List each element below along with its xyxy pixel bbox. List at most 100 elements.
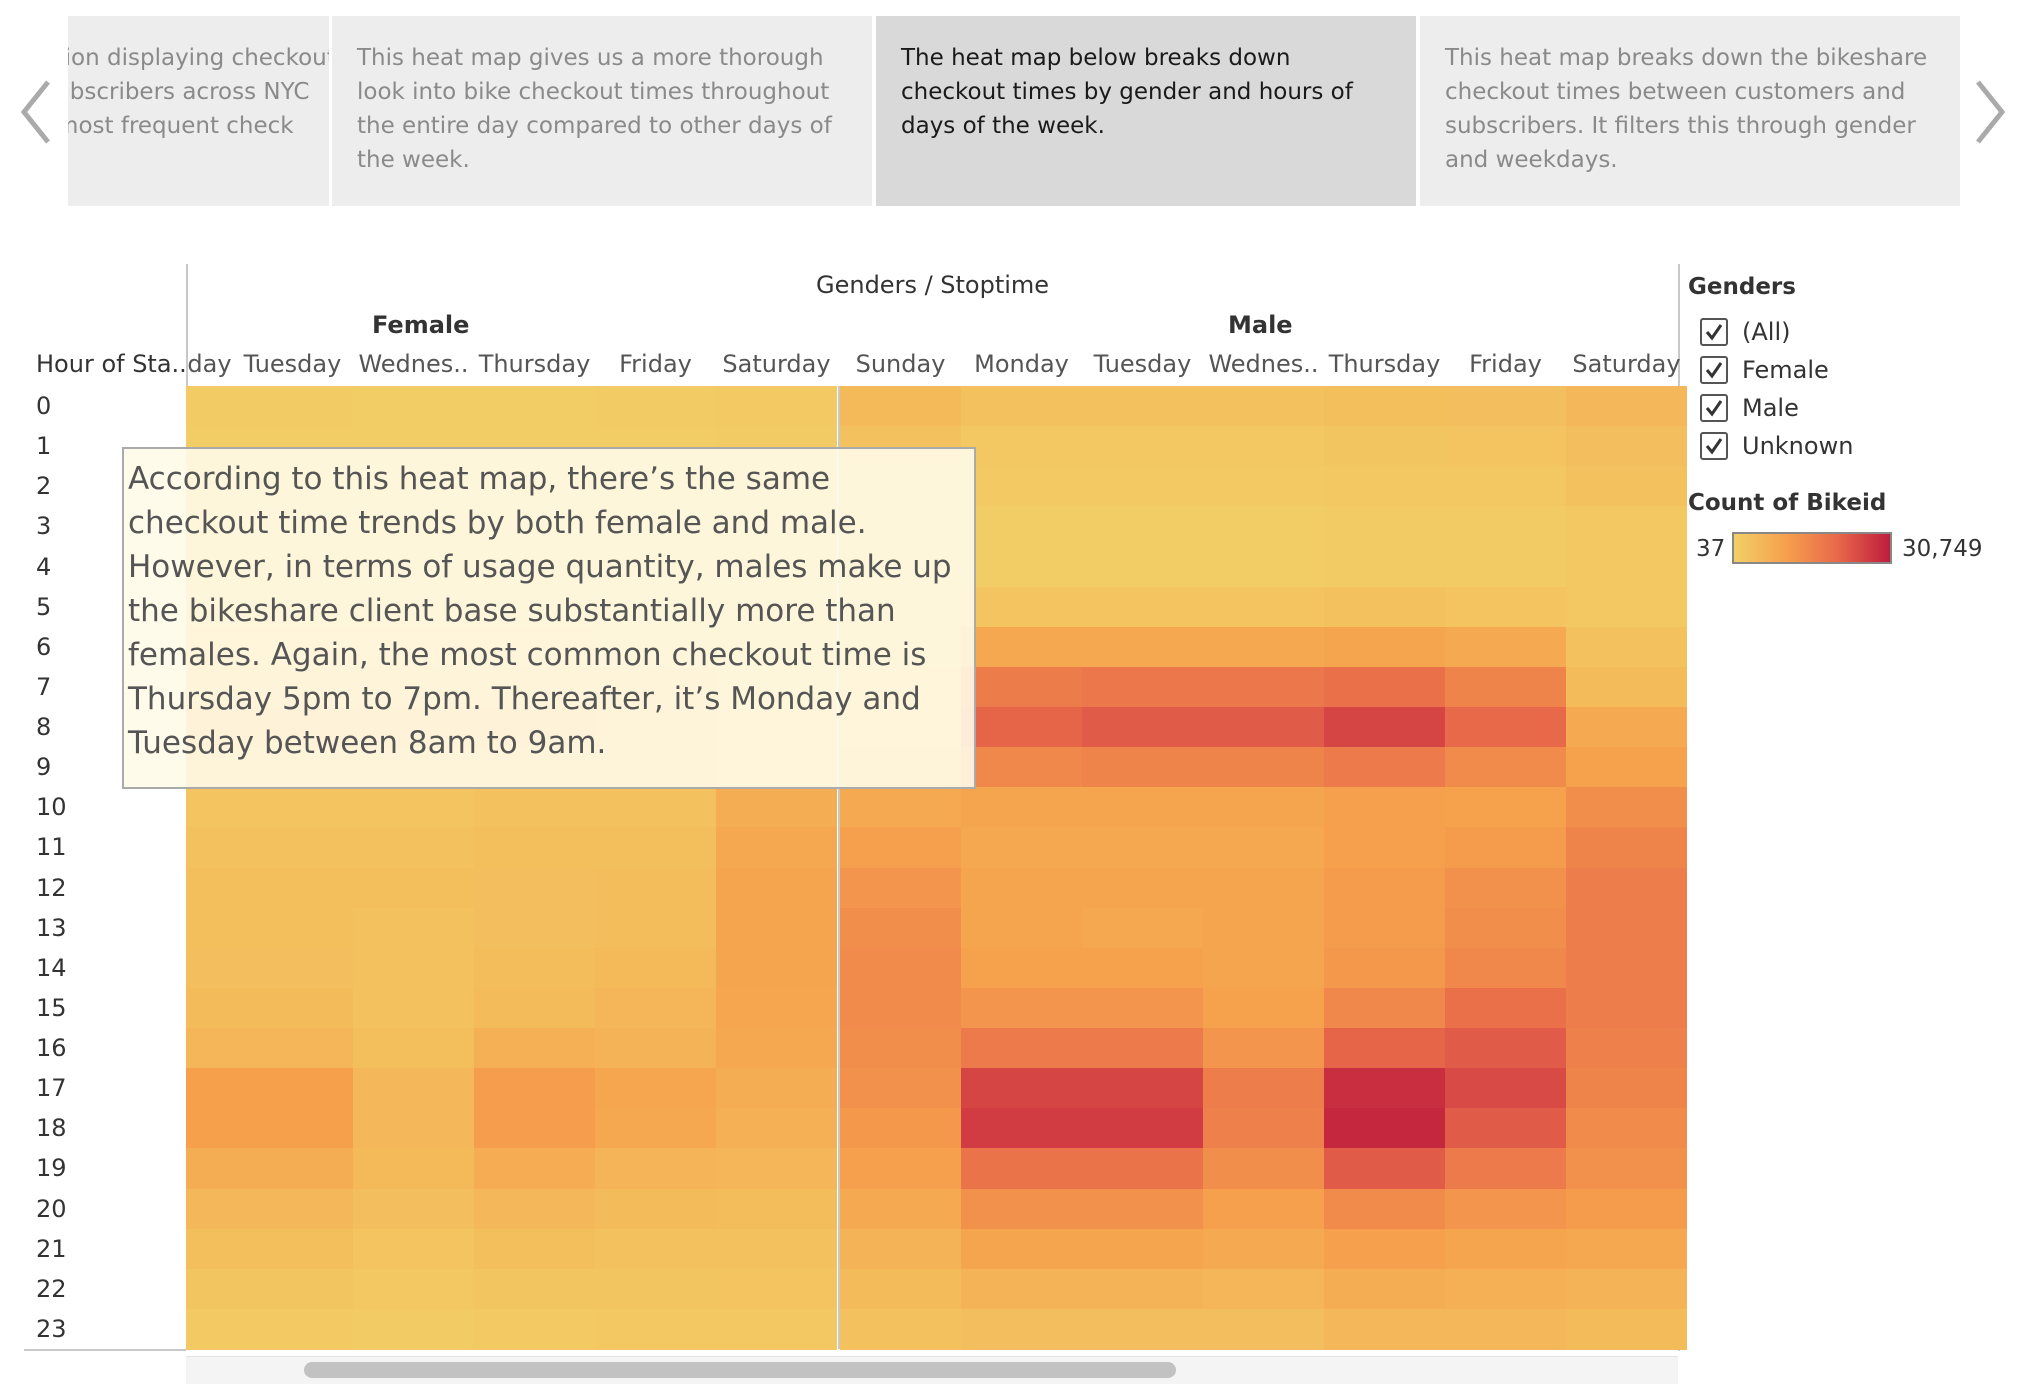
heatmap-cell[interactable] (232, 386, 353, 427)
heatmap-cell[interactable] (1082, 546, 1203, 588)
heatmap-cell[interactable] (1203, 987, 1324, 1029)
heatmap-cell[interactable] (186, 1148, 232, 1190)
heatmap-cell[interactable] (1445, 466, 1566, 507)
heatmap-cell[interactable] (1203, 827, 1324, 869)
heatmap-cell[interactable] (474, 1228, 595, 1270)
heatmap-cell[interactable] (1566, 1028, 1687, 1069)
heatmap-cell[interactable] (716, 867, 837, 909)
heatmap-cell[interactable] (716, 787, 837, 828)
heatmap-cell[interactable] (1203, 947, 1324, 989)
heatmap-cell[interactable] (716, 1068, 837, 1109)
heatmap-cell[interactable] (1566, 426, 1687, 467)
heatmap-cell[interactable] (961, 626, 1082, 668)
heatmap-cell[interactable] (353, 987, 474, 1029)
heatmap-cell[interactable] (961, 666, 1082, 708)
checkbox-checked[interactable] (1700, 432, 1728, 460)
heatmap-cell[interactable] (961, 426, 1082, 467)
heatmap-cell[interactable] (716, 1148, 837, 1190)
heatmap-cell[interactable] (353, 1308, 474, 1350)
heatmap-cell[interactable] (1324, 1308, 1445, 1350)
heatmap-cell[interactable] (961, 707, 1082, 748)
next-story-point-button[interactable] (1966, 72, 2014, 152)
heatmap-cell[interactable] (1324, 907, 1445, 949)
heatmap-cell[interactable] (1203, 747, 1324, 788)
heatmap-cell[interactable] (1082, 466, 1203, 507)
heatmap-cell[interactable] (1445, 1308, 1566, 1350)
heatmap-cell[interactable] (1324, 466, 1445, 507)
heatmap-cell[interactable] (1445, 907, 1566, 949)
heatmap-cell[interactable] (353, 1028, 474, 1069)
heatmap-cell[interactable] (1566, 506, 1687, 548)
heatmap-cell[interactable] (716, 1308, 837, 1350)
heatmap-cell[interactable] (232, 787, 353, 828)
heatmap-cell[interactable] (232, 1028, 353, 1069)
heatmap-cell[interactable] (1566, 1308, 1687, 1350)
heatmap-cell[interactable] (1082, 907, 1203, 949)
heatmap-cell[interactable] (1203, 1268, 1324, 1310)
heatmap-cell[interactable] (961, 787, 1082, 828)
heatmap-cell[interactable] (840, 947, 961, 989)
heatmap-cell[interactable] (840, 827, 961, 869)
heatmap-cell[interactable] (1445, 506, 1566, 548)
heatmap-cell[interactable] (1203, 666, 1324, 708)
heatmap-cell[interactable] (1203, 867, 1324, 909)
heatmap-cell[interactable] (716, 1108, 837, 1149)
heatmap-cell[interactable] (1566, 747, 1687, 788)
heatmap-cell[interactable] (1203, 1028, 1324, 1069)
heatmap-cell[interactable] (1566, 787, 1687, 828)
filter-all[interactable]: (All) (1700, 316, 1790, 348)
heatmap-cell[interactable] (232, 947, 353, 989)
heatmap-cell[interactable] (1324, 1188, 1445, 1230)
heatmap-cell[interactable] (1445, 1108, 1566, 1149)
heatmap-cell[interactable] (474, 947, 595, 989)
heatmap-cell[interactable] (232, 1108, 353, 1149)
heatmap-cell[interactable] (1203, 1108, 1324, 1149)
heatmap-cell[interactable] (1082, 426, 1203, 467)
heatmap-cell[interactable] (961, 1028, 1082, 1069)
heatmap-cell[interactable] (595, 1148, 716, 1190)
heatmap-cell[interactable] (961, 546, 1082, 588)
heatmap-cell[interactable] (1445, 546, 1566, 588)
heatmap-cell[interactable] (1445, 1228, 1566, 1270)
heatmap-cell[interactable] (232, 1188, 353, 1230)
heatmap-cell[interactable] (186, 386, 232, 427)
heatmap-cell[interactable] (474, 1108, 595, 1149)
heatmap-cell[interactable] (353, 1268, 474, 1310)
story-point-4[interactable]: This heat map breaks down the bikeshare … (1420, 16, 1960, 206)
heatmap-cell[interactable] (961, 466, 1082, 507)
heatmap-cell[interactable] (595, 867, 716, 909)
heatmap-cell[interactable] (1566, 1148, 1687, 1190)
heatmap-cell[interactable] (595, 1108, 716, 1149)
heatmap-cell[interactable] (961, 947, 1082, 989)
heatmap-cell[interactable] (474, 1028, 595, 1069)
heatmap-cell[interactable] (1203, 386, 1324, 427)
heatmap-cell[interactable] (1324, 1228, 1445, 1270)
heatmap-cell[interactable] (961, 827, 1082, 869)
heatmap-cell[interactable] (961, 1268, 1082, 1310)
heatmap-cell[interactable] (961, 386, 1082, 427)
heatmap-cell[interactable] (840, 987, 961, 1029)
heatmap-cell[interactable] (1203, 546, 1324, 588)
filter-male[interactable]: Male (1700, 392, 1799, 424)
heatmap-cell[interactable] (353, 947, 474, 989)
heatmap-cell[interactable] (232, 1268, 353, 1310)
heatmap-cell[interactable] (595, 1308, 716, 1350)
heatmap-cell[interactable] (1566, 626, 1687, 668)
heatmap-cell[interactable] (1445, 586, 1566, 628)
heatmap-cell[interactable] (186, 1188, 232, 1230)
heatmap-cell[interactable] (232, 1068, 353, 1109)
heatmap-cell[interactable] (961, 1308, 1082, 1350)
heatmap-cell[interactable] (353, 1148, 474, 1190)
heatmap-cell[interactable] (1203, 586, 1324, 628)
heatmap-cell[interactable] (232, 827, 353, 869)
heatmap-cell[interactable] (1082, 987, 1203, 1029)
heatmap-cell[interactable] (595, 827, 716, 869)
heatmap-cell[interactable] (1324, 1148, 1445, 1190)
heatmap-cell[interactable] (353, 827, 474, 869)
heatmap-cell[interactable] (1082, 1228, 1203, 1270)
heatmap-cell[interactable] (353, 907, 474, 949)
heatmap-cell[interactable] (840, 1148, 961, 1190)
heatmap-cell[interactable] (1203, 626, 1324, 668)
heatmap-cell[interactable] (474, 907, 595, 949)
heatmap-cell[interactable] (1566, 466, 1687, 507)
